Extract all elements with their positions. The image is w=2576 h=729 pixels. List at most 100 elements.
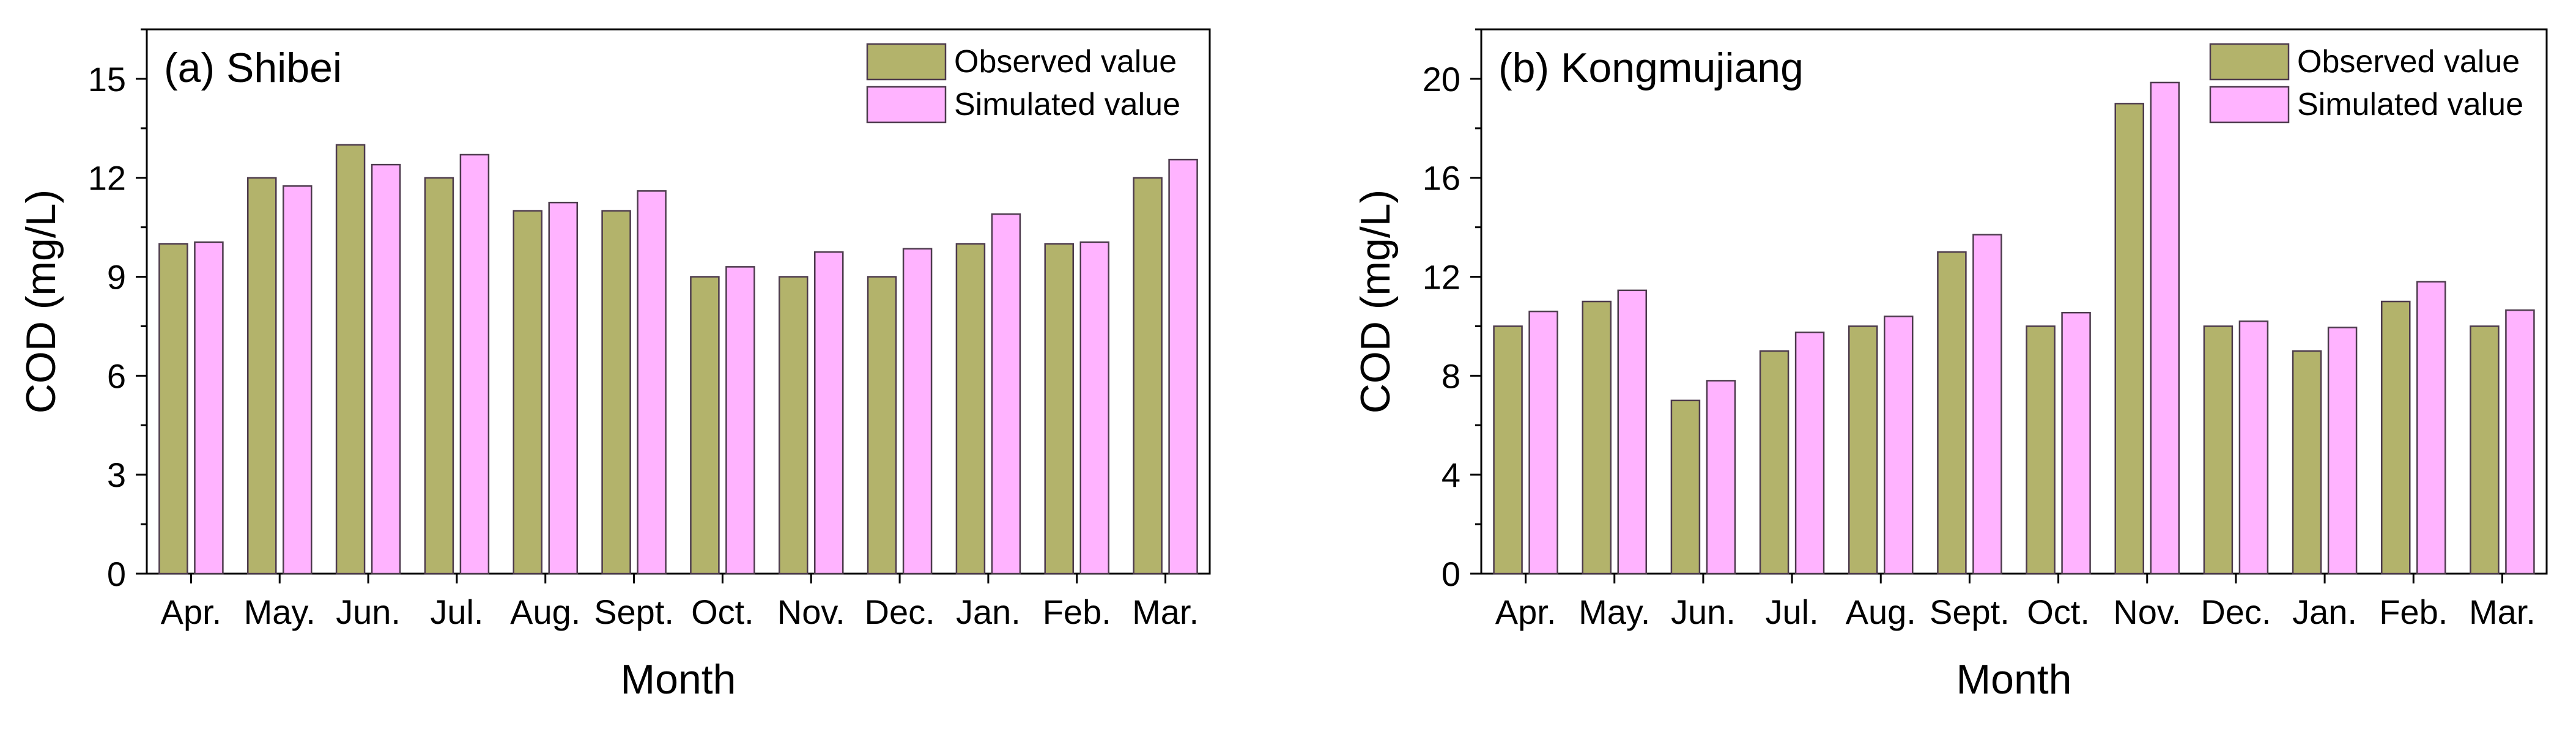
bar-observed-apr [158,243,188,575]
bar-simulated-nov [2150,81,2180,575]
x-tick-label: Oct. [691,593,754,631]
x-tick-label: Feb. [1043,593,1111,631]
bar-simulated-oct [2061,311,2091,575]
y-tick-label: 12 [88,159,126,198]
bar-observed-feb [2381,300,2411,575]
x-tick-label: Oct. [2027,593,2090,631]
panel-title: (a) Shibei [164,45,342,91]
bar-simulated-mar [2505,309,2535,575]
panel-title: (b) Kongmujiang [1498,45,1804,91]
x-axis-title: Month [621,656,736,703]
y-tick-label: 15 [88,60,126,98]
bar-observed-sept [1937,251,1967,575]
bar-observed-may [247,177,277,575]
y-axis-title: COD (mg/L) [1352,190,1399,413]
bar-observed-feb [1044,243,1074,575]
bar-simulated-jun [1706,380,1736,575]
bar-simulated-jun [371,163,401,575]
bar-simulated-jul [1794,331,1825,575]
x-tick-label: Jun. [1671,593,1736,631]
x-tick-label: Feb. [2379,593,2448,631]
legend-swatch-simulated [866,86,947,124]
legend-label-observed: Observed value [2297,44,2520,80]
y-tick-label: 3 [107,456,126,494]
bar-simulated-dec [2238,320,2269,575]
bar-observed-jul [424,177,454,575]
bar-observed-jul [1759,350,1790,575]
legend-swatch-observed [2209,43,2290,81]
legend-swatch-observed [866,43,947,81]
legend-label-simulated: Simulated value [954,87,1180,122]
plot-frame [146,28,1211,575]
bar-observed-jan [2292,350,2322,575]
bar-simulated-apr [194,241,224,575]
x-tick-label: May. [244,593,316,631]
bar-simulated-feb [2416,281,2446,575]
y-axis-title: COD (mg/L) [18,190,64,413]
bar-simulated-sept [637,190,667,575]
x-tick-label: Nov. [777,593,845,631]
bar-simulated-dec [902,248,933,575]
legend-label-simulated: Simulated value [2297,87,2523,122]
x-tick-label: Sept. [1930,593,2010,631]
x-tick-label: Apr. [1495,593,1556,631]
bar-observed-dec [2203,325,2234,575]
bar-simulated-nov [814,251,844,575]
x-tick-label: Dec. [2200,593,2271,631]
bar-observed-apr [1493,325,1523,575]
plot-frame [1480,28,2548,575]
bar-simulated-aug [548,201,578,575]
bar-observed-nov [2114,103,2144,575]
bar-simulated-aug [1884,316,1914,575]
x-tick-label: Jul. [430,593,483,631]
x-tick-label: Jul. [1766,593,1819,631]
x-tick-label: Jan. [2292,593,2357,631]
x-tick-label: Apr. [161,593,222,631]
panel-shibei: (a) Shibei COD (mg/L) Month Observed val… [18,28,1211,703]
y-tick-label: 0 [1442,555,1460,593]
bar-observed-nov [779,276,809,575]
bar-simulated-may [283,185,313,575]
y-tick-label: 20 [1423,60,1460,98]
bar-observed-mar [2470,325,2500,575]
bar-observed-mar [1133,177,1163,575]
panel-kongmujiang: (b) Kongmujiang COD (mg/L) Month Observe… [1352,28,2548,703]
bar-observed-jun [335,144,366,575]
legend: Observed value Simulated value [866,43,1180,124]
legend-label-observed: Observed value [954,44,1177,80]
bar-simulated-jul [459,154,490,575]
bar-observed-dec [867,276,897,575]
x-tick-label: Jan. [956,593,1021,631]
bar-observed-sept [601,210,631,575]
x-tick-label: Mar. [1132,593,1199,631]
x-tick-label: May. [1579,593,1650,631]
x-tick-label: Mar. [2469,593,2536,631]
y-tick-label: 16 [1423,159,1460,198]
bar-observed-aug [513,210,542,575]
y-tick-label: 4 [1442,456,1460,494]
x-tick-label: Dec. [865,593,935,631]
bar-simulated-feb [1079,241,1109,575]
bar-simulated-oct [725,266,755,575]
bar-observed-may [1582,300,1612,575]
y-tick-label: 9 [107,258,126,297]
x-axis-title: Month [1956,656,2072,703]
y-tick-label: 12 [1423,258,1460,297]
bar-simulated-apr [1528,310,1558,575]
x-tick-label: Nov. [2113,593,2181,631]
bar-observed-oct [2026,325,2056,575]
bar-simulated-mar [1168,158,1198,575]
bar-simulated-sept [1972,234,2002,575]
legend: Observed value Simulated value [2209,43,2523,124]
legend-swatch-simulated [2209,86,2290,124]
x-tick-label: Jun. [336,593,401,631]
y-tick-label: 6 [107,357,126,395]
bar-simulated-jan [2327,327,2358,575]
bar-simulated-may [1617,289,1647,575]
x-tick-label: Aug. [1846,593,1916,631]
y-tick-label: 8 [1442,357,1460,395]
bar-observed-jan [955,243,986,575]
y-tick-label: 0 [107,555,126,593]
bar-observed-oct [690,276,720,575]
